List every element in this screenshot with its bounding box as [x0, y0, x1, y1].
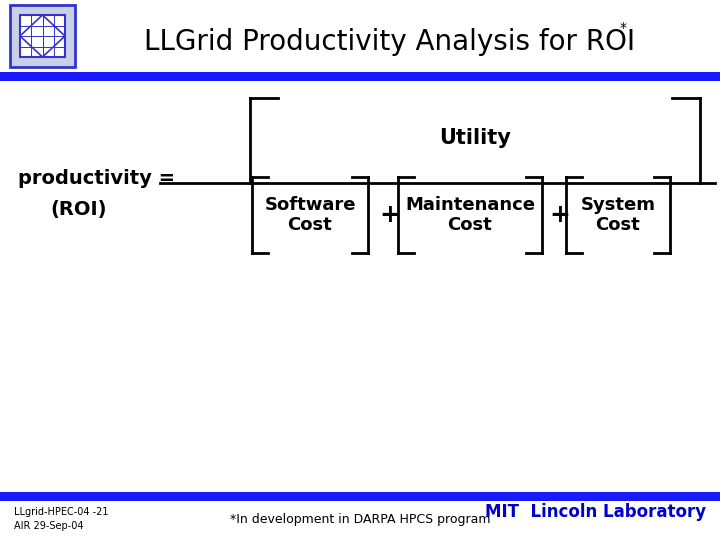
Text: LLgrid-HPEC-04 -21: LLgrid-HPEC-04 -21 — [14, 507, 109, 517]
Text: +: + — [549, 203, 570, 227]
Text: *In development in DARPA HPCS program: *In development in DARPA HPCS program — [230, 514, 490, 526]
Text: (ROI): (ROI) — [50, 200, 107, 219]
Text: AIR 29-Sep-04: AIR 29-Sep-04 — [14, 521, 84, 531]
Text: *: * — [620, 21, 627, 35]
Text: Utility: Utility — [439, 128, 511, 148]
Text: +: + — [379, 203, 400, 227]
Text: MIT  Lincoln Laboratory: MIT Lincoln Laboratory — [485, 503, 706, 521]
Text: Maintenance
Cost: Maintenance Cost — [405, 195, 535, 234]
Text: Software
Cost: Software Cost — [264, 195, 356, 234]
Bar — [0, 492, 720, 501]
Bar — [0, 72, 720, 81]
Text: LLGrid Productivity Analysis for ROI: LLGrid Productivity Analysis for ROI — [145, 28, 636, 56]
Text: System
Cost: System Cost — [580, 195, 655, 234]
Bar — [20, 15, 65, 57]
Bar — [10, 5, 75, 67]
Text: productivity =: productivity = — [18, 168, 175, 187]
